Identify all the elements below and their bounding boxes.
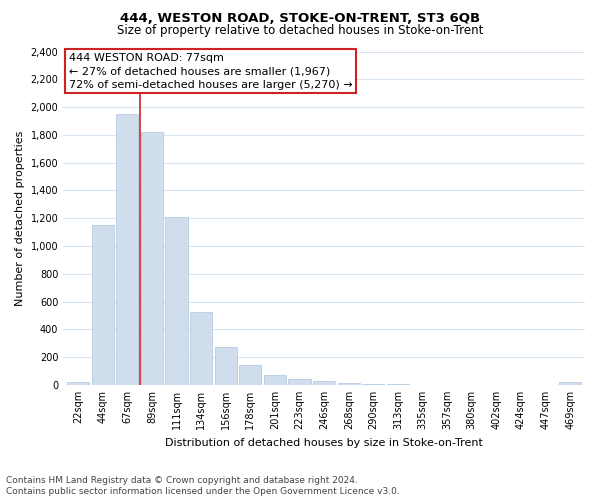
Bar [387,384,409,385]
Bar [67,382,89,385]
Bar [362,384,385,385]
Bar [92,225,114,385]
Bar [313,382,335,385]
X-axis label: Distribution of detached houses by size in Stoke-on-Trent: Distribution of detached houses by size … [165,438,483,448]
Text: Size of property relative to detached houses in Stoke-on-Trent: Size of property relative to detached ho… [117,24,483,37]
Bar [264,374,286,385]
Bar [166,217,188,385]
Bar [559,382,581,385]
Text: Contains public sector information licensed under the Open Government Licence v3: Contains public sector information licen… [6,488,400,496]
Bar [190,312,212,385]
Text: Contains HM Land Registry data © Crown copyright and database right 2024.: Contains HM Land Registry data © Crown c… [6,476,358,485]
Text: 444 WESTON ROAD: 77sqm
← 27% of detached houses are smaller (1,967)
72% of semi-: 444 WESTON ROAD: 77sqm ← 27% of detached… [68,53,352,90]
Bar [289,380,311,385]
Bar [338,383,360,385]
Bar [116,114,139,385]
Bar [215,348,237,385]
Bar [141,132,163,385]
Text: 444, WESTON ROAD, STOKE-ON-TRENT, ST3 6QB: 444, WESTON ROAD, STOKE-ON-TRENT, ST3 6Q… [120,12,480,26]
Bar [239,365,262,385]
Y-axis label: Number of detached properties: Number of detached properties [15,130,25,306]
